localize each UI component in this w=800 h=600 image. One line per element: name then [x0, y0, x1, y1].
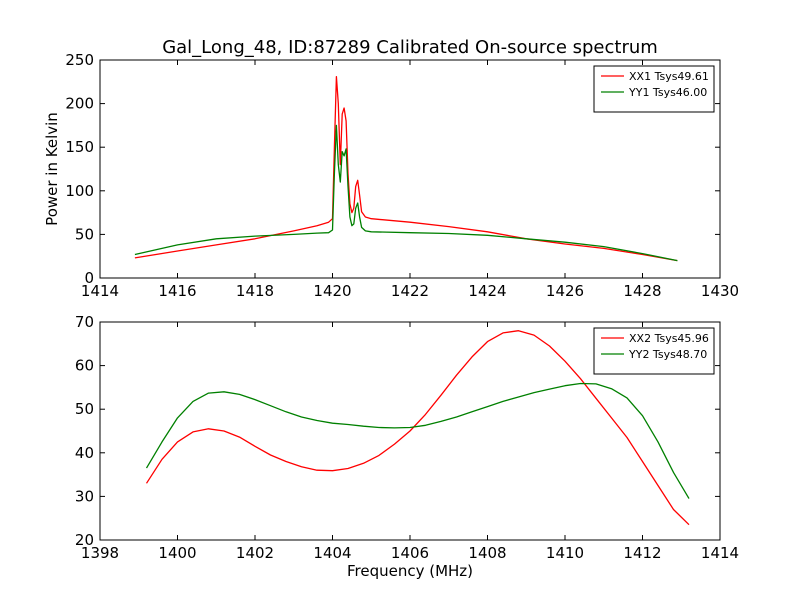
y-tick-label: 250	[65, 51, 94, 69]
legend: XX2 Tsys45.96 YY2 Tsys48.70	[593, 327, 715, 375]
y-tick-label: 60	[75, 357, 94, 375]
bottom-spectrum-panel: 1398 1400 1402 1404 1406 1408 1410 1412 1414 20 30…	[75, 313, 739, 580]
y-tick-label: 50	[75, 225, 94, 243]
x-tick-label: 1414	[81, 282, 119, 300]
x-tick-label: 1430	[701, 282, 739, 300]
y-tick-label: 30	[75, 487, 94, 505]
series-line-xx	[134, 75, 678, 262]
legend-label: YY1 Tsys46.00	[628, 86, 707, 99]
series-line-yy	[134, 124, 678, 262]
series-line-xx	[145, 330, 690, 526]
x-tick-label: 1408	[468, 544, 506, 562]
series-line-yy	[145, 382, 690, 499]
y-tick-label: 200	[65, 95, 94, 113]
figure-title: Gal_Long_48, ID:87289 Calibrated On-sour…	[162, 37, 658, 58]
x-tick-label: 1412	[623, 544, 661, 562]
x-tick-label: 1426	[546, 282, 584, 300]
x-tick-label: 1404	[313, 544, 351, 562]
legend: XX1 Tsys49.61 YY1 Tsys46.00	[593, 65, 715, 113]
y-tick-label: 0	[84, 269, 94, 287]
top-spectrum-panel: 1414 1416 1418 1420 1422 1424 1426 1428 1430 0 50 1…	[43, 51, 739, 300]
y-tick-label: 70	[75, 313, 94, 331]
y-axis-label: Power in Kelvin	[43, 112, 61, 226]
x-tick-label: 1414	[701, 544, 739, 562]
legend-label: XX2 Tsys45.96	[629, 332, 709, 345]
y-tick-label: 40	[75, 444, 94, 462]
x-tick-label: 1418	[236, 282, 274, 300]
x-tick-label: 1410	[546, 544, 584, 562]
y-tick-label: 150	[65, 138, 94, 156]
legend-label: YY2 Tsys48.70	[628, 348, 707, 361]
x-axis-label: Frequency (MHz)	[347, 562, 473, 580]
x-tick-label: 1422	[391, 282, 429, 300]
y-tick-label: 100	[65, 182, 94, 200]
y-tick-label: 50	[75, 400, 94, 418]
x-tick-label: 1406	[391, 544, 429, 562]
legend-label: XX1 Tsys49.61	[629, 70, 709, 83]
legend-box	[593, 65, 715, 113]
y-tick-label: 20	[75, 531, 94, 549]
x-tick-label: 1416	[158, 282, 196, 300]
x-tick-label: 1420	[313, 282, 351, 300]
x-tick-label: 1424	[468, 282, 506, 300]
x-tick-label: 1398	[81, 544, 119, 562]
legend-box	[593, 327, 715, 375]
x-tick-label: 1402	[236, 544, 274, 562]
x-tick-label: 1428	[623, 282, 661, 300]
x-tick-label: 1400	[158, 544, 196, 562]
